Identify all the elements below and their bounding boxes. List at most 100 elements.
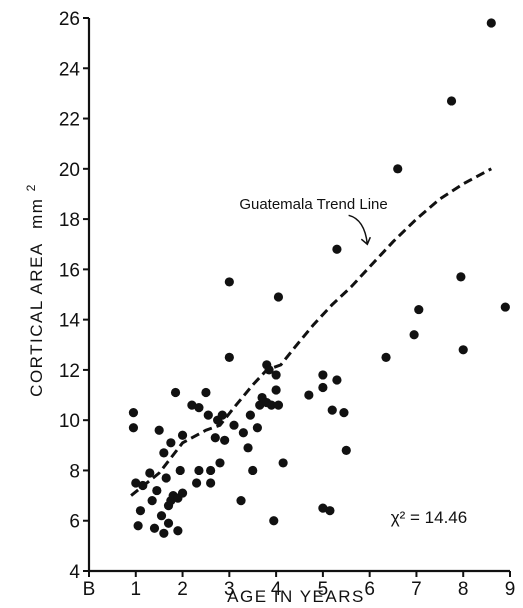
x-tick-label: 9: [505, 579, 516, 600]
data-point: [278, 458, 288, 468]
y-tick-label: 14: [59, 311, 81, 332]
trend-arrow: [348, 214, 372, 246]
data-point: [248, 465, 258, 476]
data-point: [177, 488, 188, 498]
data-point: [161, 473, 171, 483]
data-point: [220, 435, 230, 445]
data-point: [409, 330, 419, 340]
x-tick-label: 4: [271, 579, 282, 600]
data-point: [163, 518, 174, 528]
data-points: [128, 18, 510, 538]
y-tick-label: 16: [59, 260, 80, 281]
data-point: [206, 478, 216, 488]
x-tick-label: 1: [130, 579, 141, 600]
y-tick-label: 18: [59, 210, 80, 231]
data-point: [325, 506, 335, 516]
annotations: Guatemala Trend Line χ² = 14.46: [239, 196, 467, 527]
x-tick-label: B: [83, 579, 96, 600]
data-point: [138, 480, 148, 491]
x-ticks: B 1 2 3 4 5 6 7 8 9: [83, 571, 516, 600]
data-point: [273, 292, 284, 302]
data-point: [128, 408, 139, 418]
y-axis-label: CORTICAL AREA mm 2: [24, 183, 46, 397]
data-point: [243, 443, 253, 453]
y-tick-label: 22: [59, 110, 80, 131]
data-point: [191, 478, 202, 488]
data-point: [252, 423, 262, 433]
y-tick-label: 8: [69, 461, 80, 482]
data-point: [245, 410, 255, 420]
x-tick-label: 5: [318, 579, 329, 600]
data-point: [128, 423, 139, 433]
data-point: [177, 430, 188, 440]
data-point: [341, 445, 351, 455]
data-point: [332, 375, 342, 385]
data-point: [156, 511, 167, 521]
data-point: [203, 410, 213, 420]
data-point: [159, 528, 169, 538]
data-point: [304, 390, 314, 400]
y-tick-label: 26: [59, 9, 80, 30]
data-point: [152, 485, 162, 496]
x-tick-label: 3: [224, 579, 235, 600]
y-axis-label-text: CORTICAL AREA: [27, 243, 46, 397]
y-tick-label: 6: [69, 512, 80, 533]
data-point: [173, 526, 183, 536]
data-point: [456, 272, 466, 282]
y-axis-label-group: CORTICAL AREA mm 2: [24, 183, 46, 397]
x-tick-label: 2: [177, 579, 188, 600]
data-point: [318, 382, 328, 393]
data-point: [187, 400, 197, 410]
data-point: [215, 458, 225, 468]
data-point: [154, 425, 164, 435]
data-point: [206, 465, 216, 476]
data-point: [264, 365, 274, 375]
axes: [87, 18, 510, 573]
data-point: [318, 503, 328, 513]
x-tick-label: 7: [411, 579, 422, 600]
x-tick-label: 8: [458, 579, 469, 600]
y-tick-label: 20: [59, 160, 80, 181]
data-point: [500, 302, 510, 312]
data-point: [273, 400, 284, 410]
y-tick-label: 24: [59, 59, 81, 80]
data-point: [194, 403, 204, 413]
x-axis-label: AGE IN YEARS: [227, 587, 365, 606]
y-ticks: 4 6 8 10 12 14 16 18 20 22 24 26: [59, 9, 89, 583]
data-point: [318, 370, 328, 380]
data-point: [201, 387, 211, 398]
x-tick-label: 6: [364, 579, 375, 600]
data-point: [271, 385, 281, 395]
trend-line: [130, 167, 493, 497]
data-point: [210, 433, 220, 443]
data-point: [339, 408, 349, 418]
data-point: [224, 352, 234, 362]
data-point: [414, 304, 424, 315]
data-point: [159, 448, 169, 458]
trend-line-label: Guatemala Trend Line: [239, 196, 387, 213]
data-point: [166, 438, 176, 448]
chi-square-stat: χ² = 14.46: [391, 508, 468, 527]
data-point: [332, 244, 342, 254]
data-point: [458, 345, 468, 355]
data-point: [269, 516, 279, 526]
data-point: [486, 18, 496, 28]
data-point: [327, 405, 337, 415]
data-point: [238, 428, 248, 438]
data-point: [149, 523, 160, 533]
data-point: [266, 400, 277, 410]
data-point: [229, 420, 239, 430]
data-point: [255, 400, 265, 410]
data-point: [393, 164, 403, 174]
data-point: [217, 410, 227, 420]
data-point: [224, 277, 234, 287]
y-tick-label: 12: [59, 361, 80, 382]
data-point: [133, 521, 143, 531]
data-point: [147, 496, 157, 506]
data-point: [145, 468, 155, 478]
data-point: [446, 96, 457, 106]
data-point: [131, 478, 141, 488]
y-axis-label-unit-sup: 2: [24, 183, 38, 191]
y-tick-label: 4: [69, 562, 80, 583]
